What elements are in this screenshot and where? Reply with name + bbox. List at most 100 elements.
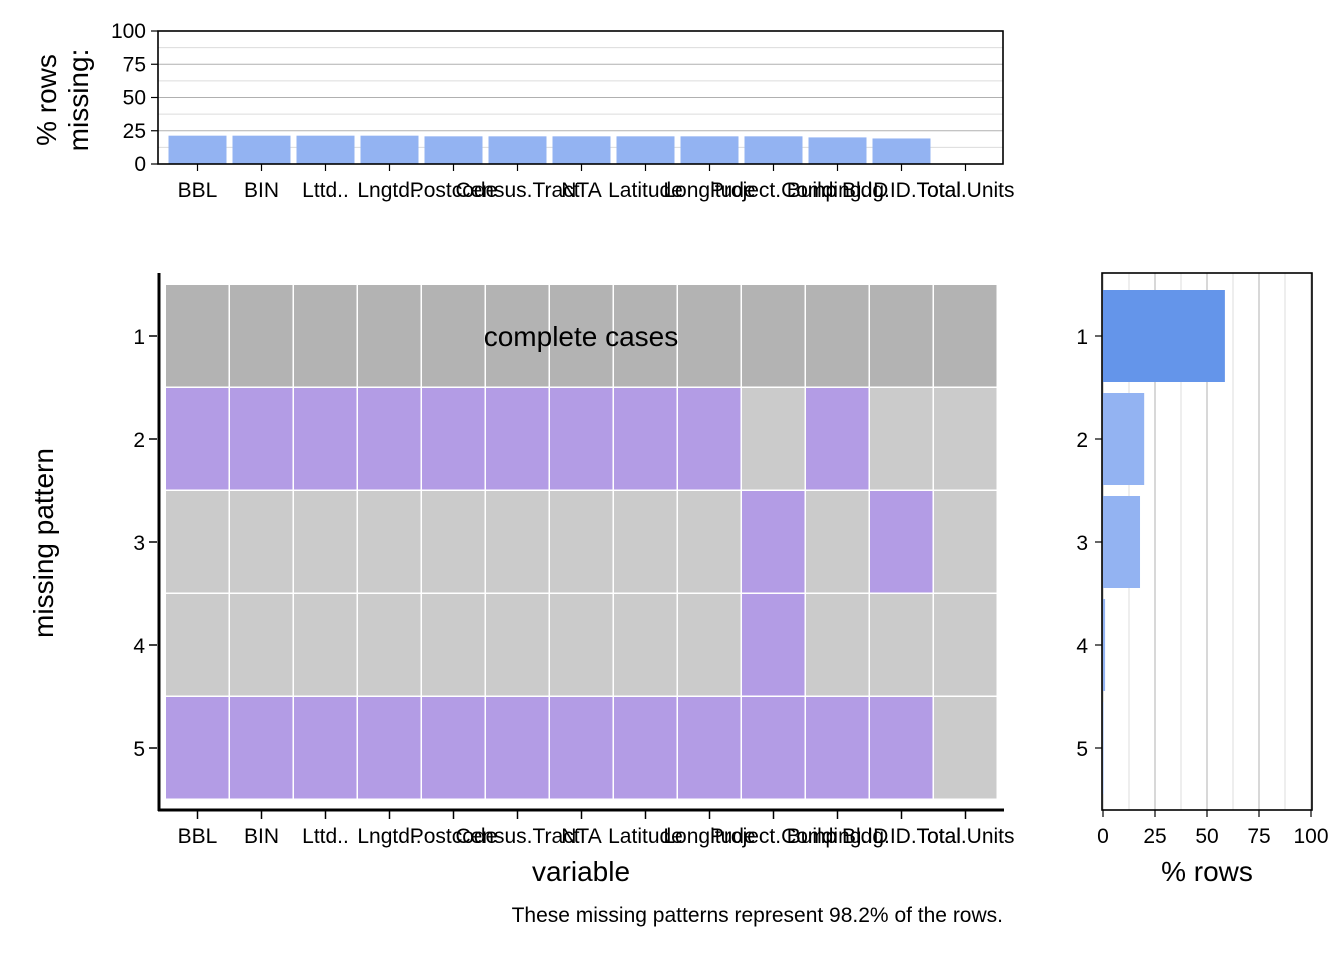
missing-cell xyxy=(870,491,933,593)
top-x-tick-label: Bldg.ID.Total xyxy=(842,179,961,202)
right-y-tick-label: 3 xyxy=(1076,532,1088,555)
present-cell xyxy=(870,285,933,387)
present-cell xyxy=(934,594,997,696)
top-x-tick-label: Total.Units xyxy=(916,179,1014,202)
present-cell xyxy=(422,594,485,696)
missing-cell xyxy=(678,697,741,799)
present-cell xyxy=(486,491,549,593)
matrix-y-ticks: 1 2 3 4 5 xyxy=(133,326,157,761)
present-cell xyxy=(358,594,421,696)
present-cell xyxy=(550,491,613,593)
right-y-tick-label: 2 xyxy=(1076,429,1088,452)
top-x-tick-label: NTA xyxy=(561,179,601,202)
present-cell xyxy=(550,285,613,387)
missing-cell xyxy=(422,697,485,799)
present-cell xyxy=(358,491,421,593)
missing-cell xyxy=(614,697,677,799)
matrix-x-axis-title: variable xyxy=(532,856,630,887)
present-cell xyxy=(870,388,933,490)
pattern-matrix-panel: complete cases 1 2 3 4 5 BBL BIN Lttd.. Lngtd..… xyxy=(28,273,1015,887)
top-y-tick-label: 25 xyxy=(123,120,146,143)
top-bar xyxy=(616,136,675,164)
top-x-tick-label: BIN xyxy=(244,179,279,202)
missing-cell xyxy=(294,697,357,799)
chart-caption: These missing patterns represent 98.2% o… xyxy=(512,904,1003,927)
top-x-tick-label: Census.Tract xyxy=(455,179,579,202)
top-bar xyxy=(808,137,867,164)
top-x-tick-label: Postcode xyxy=(410,179,498,202)
matrix-y-tick-label: 4 xyxy=(133,635,145,658)
top-bar xyxy=(360,135,419,164)
top-y-tick-label: 50 xyxy=(123,87,146,110)
present-cell xyxy=(614,285,677,387)
top-y-tick-label: 100 xyxy=(111,20,146,43)
top-bar xyxy=(488,136,547,164)
present-cell xyxy=(230,285,293,387)
top-bar xyxy=(680,136,739,164)
missing-cell xyxy=(742,697,805,799)
missing-cell xyxy=(230,388,293,490)
present-cell xyxy=(166,491,229,593)
top-bar xyxy=(424,136,483,164)
missing-cell xyxy=(166,388,229,490)
missing-cell xyxy=(166,697,229,799)
right-x-tick-label: 25 xyxy=(1143,825,1166,848)
missing-cell xyxy=(422,388,485,490)
matrix-y-tick-label: 2 xyxy=(133,429,145,452)
present-cell xyxy=(230,491,293,593)
pattern-frequency-bar xyxy=(1103,290,1225,382)
top-bar xyxy=(552,136,611,164)
present-cell xyxy=(358,285,421,387)
missing-cell xyxy=(486,697,549,799)
missing-cell xyxy=(742,491,805,593)
present-cell xyxy=(678,594,741,696)
present-cell xyxy=(294,491,357,593)
matrix-x-tick-label: Total.Units xyxy=(916,825,1014,848)
top-x-tick-label: Project.Comp xyxy=(710,179,837,202)
top-x-tick-label: Latitude xyxy=(608,179,683,202)
present-cell xyxy=(486,285,549,387)
missing-cell xyxy=(806,697,869,799)
present-cell xyxy=(678,491,741,593)
missing-cell xyxy=(550,697,613,799)
top-bar xyxy=(296,135,355,164)
top-y-ticks: 0 25 50 75 100 xyxy=(111,20,158,176)
top-x-tick-label: Lngtd.. xyxy=(357,179,421,202)
matrix-x-ticks: BBL BIN Lttd.. Lngtd..PostcodeCensus.TractN… xyxy=(178,811,1015,848)
missing-cell xyxy=(742,594,805,696)
matrix-y-axis-title: missing pattern xyxy=(28,448,59,638)
missing-cell xyxy=(678,388,741,490)
missing-cell xyxy=(806,388,869,490)
matrix-x-tick-label: Project.Comp xyxy=(710,825,837,848)
missing-cell xyxy=(486,388,549,490)
matrix-x-tick-label: Latitude xyxy=(608,825,683,848)
right-x-tick-label: 50 xyxy=(1195,825,1218,848)
top-x-tick-label: Building.ID xyxy=(787,179,889,202)
pattern-frequency-bar xyxy=(1103,496,1141,588)
missing-cell xyxy=(614,388,677,490)
matrix-x-tick-label: Building.ID xyxy=(787,825,889,848)
present-cell xyxy=(934,285,997,387)
present-cell xyxy=(742,388,805,490)
right-x-axis-title: % rows xyxy=(1161,856,1253,887)
top-bar-panel: 0 25 50 75 100 BBL BIN Lttd.. Lngtd..PostcodeCe… xyxy=(31,20,1015,202)
present-cell xyxy=(486,594,549,696)
matrix-x-tick-label: Lttd.. xyxy=(302,825,349,848)
present-cell xyxy=(166,594,229,696)
pattern-frequency-bar xyxy=(1103,599,1106,691)
present-cell xyxy=(294,285,357,387)
present-cell xyxy=(550,594,613,696)
matrix-x-tick-label: Postcode xyxy=(410,825,498,848)
top-x-tick-label: Lttd.. xyxy=(302,179,349,202)
top-bar xyxy=(232,135,291,164)
right-x-tick-label: 100 xyxy=(1293,825,1328,848)
right-x-ticks: 0 25 50 75 100 xyxy=(1097,810,1329,848)
matrix-x-tick-label: BIN xyxy=(244,825,279,848)
present-cell xyxy=(806,285,869,387)
present-cell xyxy=(166,285,229,387)
complete-cases-label: complete cases xyxy=(484,321,679,352)
pattern-frequency-bar xyxy=(1103,393,1145,485)
present-cell xyxy=(934,697,997,799)
matrix-x-tick-label: BBL xyxy=(178,825,218,848)
